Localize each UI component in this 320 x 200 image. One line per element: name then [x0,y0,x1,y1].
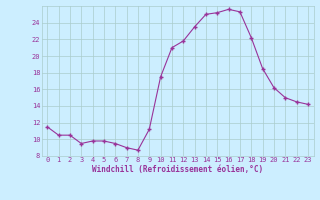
X-axis label: Windchill (Refroidissement éolien,°C): Windchill (Refroidissement éolien,°C) [92,165,263,174]
